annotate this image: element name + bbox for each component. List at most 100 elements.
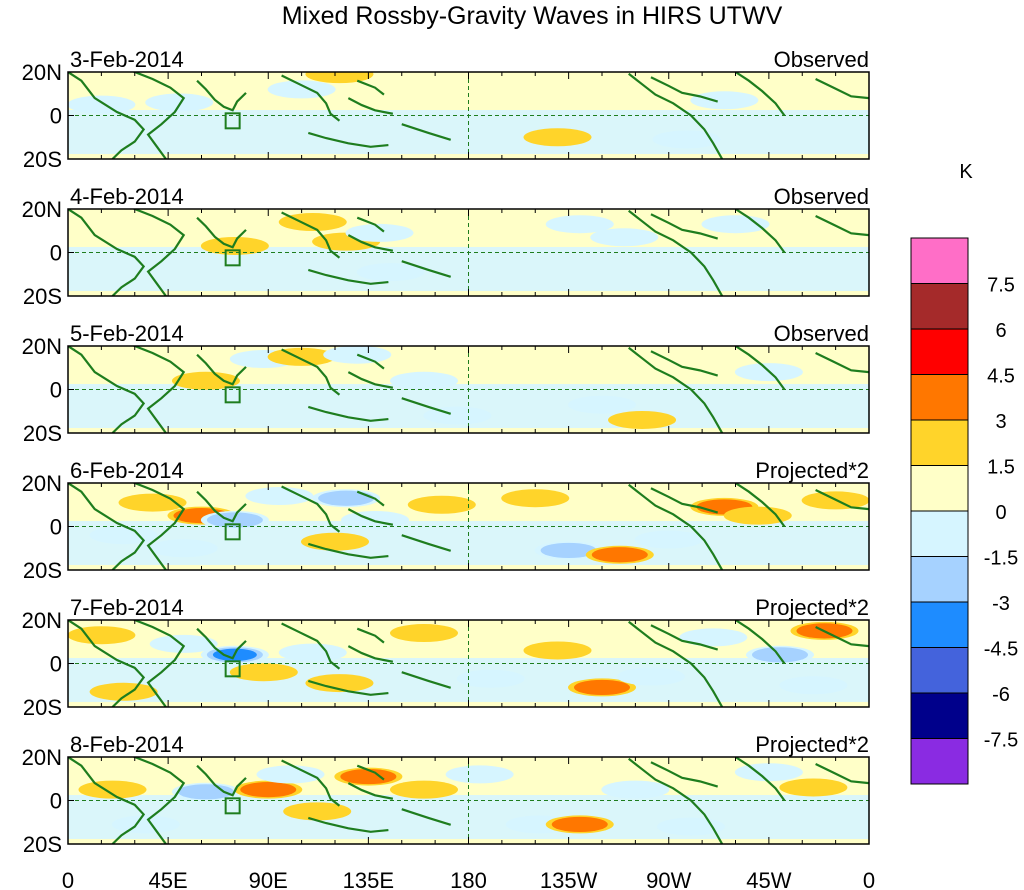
coastline-path xyxy=(308,681,388,695)
anomaly-contour xyxy=(616,667,685,686)
colorbar-level-label: -1.5 xyxy=(984,548,1018,570)
anomaly-contour xyxy=(89,682,158,701)
lon-tick-label: 90E xyxy=(249,868,288,890)
anomaly-contour xyxy=(634,530,703,549)
lon-tick-label: 180 xyxy=(450,868,487,890)
lon-tick-label: 45E xyxy=(149,868,188,890)
coastline-path xyxy=(816,490,869,509)
anomaly-contour xyxy=(723,506,792,525)
colorbar-level-label: -6 xyxy=(992,684,1010,706)
coastline-path xyxy=(68,483,144,570)
coastline-path xyxy=(282,486,340,531)
coastline-path xyxy=(651,214,718,238)
anomaly-contour xyxy=(278,643,347,662)
coastline-path xyxy=(357,355,384,369)
lat-tick-label: 20N xyxy=(22,197,62,222)
colorbar-level-label: -4.5 xyxy=(984,639,1018,661)
coastline-path xyxy=(197,218,246,248)
coastline-path xyxy=(402,398,451,414)
panel-label: Observed xyxy=(774,47,869,72)
coastline-path xyxy=(308,544,388,558)
lat-tick-label: 20S xyxy=(23,695,62,720)
coastline-path xyxy=(629,74,722,159)
colorbar-swatch xyxy=(910,647,969,694)
coastline-path xyxy=(282,212,340,257)
panel-5: 20N 0 20S 7-Feb-2014 Projected*2 xyxy=(22,595,870,720)
lat-tick-label: 0 xyxy=(50,241,62,266)
panel-label: Projected*2 xyxy=(755,732,869,757)
region-box xyxy=(224,112,241,130)
coastline-path xyxy=(357,492,384,506)
coastline-path xyxy=(629,759,722,844)
panel-date: 3-Feb-2014 xyxy=(70,47,184,72)
anomaly-contour xyxy=(590,228,659,247)
panel-label: Observed xyxy=(774,184,869,209)
coastlines xyxy=(68,207,869,296)
coastline-path xyxy=(629,348,722,433)
anomaly-contour xyxy=(390,371,458,390)
colorbar-swatch xyxy=(910,283,969,330)
coastline-path xyxy=(197,492,246,522)
anomaly-contour xyxy=(68,95,136,114)
anomaly-contour xyxy=(356,263,425,282)
coastline-path xyxy=(197,766,246,796)
coastline-path xyxy=(130,70,183,159)
anomaly-contour xyxy=(78,780,147,799)
anomaly-contour xyxy=(301,532,369,551)
panel-date: 4-Feb-2014 xyxy=(70,184,184,209)
coastline-path xyxy=(357,81,384,95)
anomaly-contour xyxy=(149,634,218,653)
coastlines xyxy=(68,755,869,844)
lat-tick-label: 0 xyxy=(50,104,62,129)
coastline-path xyxy=(308,818,388,832)
coastline-path xyxy=(816,764,869,783)
panel-date: 7-Feb-2014 xyxy=(70,595,184,620)
colorbar-swatch xyxy=(910,692,969,739)
colorbar-swatch xyxy=(910,374,969,421)
lat-tick-label: 20N xyxy=(22,608,62,633)
panel-label: Projected*2 xyxy=(755,458,869,483)
coastline-path xyxy=(736,757,785,801)
region-box xyxy=(224,797,241,815)
coastline-path xyxy=(736,209,785,253)
anomaly-contour xyxy=(305,72,374,84)
lat-tick-label: 20N xyxy=(22,334,62,359)
coastline-path xyxy=(402,124,451,140)
coastline-path xyxy=(308,407,388,421)
panel-1: 20N 0 20S 3-Feb-2014 Observed xyxy=(22,47,870,172)
lat-tick-label: 20S xyxy=(23,558,62,583)
coastlines xyxy=(68,70,869,159)
anomaly-contour xyxy=(318,490,375,506)
anomaly-contour xyxy=(68,626,136,645)
coastline-path xyxy=(816,216,869,235)
coastline-path xyxy=(68,72,144,159)
anomaly-contour xyxy=(111,815,180,834)
coastline-path xyxy=(816,353,869,372)
coastline-path xyxy=(68,209,144,296)
coastline-path xyxy=(197,81,246,111)
coastline-path xyxy=(736,620,785,664)
panel-label: Projected*2 xyxy=(755,595,869,620)
anomaly-contour xyxy=(523,128,592,147)
panel-date: 5-Feb-2014 xyxy=(70,321,184,346)
panel-2: 20N 0 20S 4-Feb-2014 Observed xyxy=(22,184,870,309)
lon-tick-label: 135W xyxy=(540,868,598,890)
colorbar-level-label: 0 xyxy=(995,502,1006,524)
anomaly-contour xyxy=(545,215,614,234)
coastlines xyxy=(68,481,869,570)
lon-tick-label: 45W xyxy=(746,868,791,890)
anomaly-contour xyxy=(568,395,636,414)
coastline-path xyxy=(629,211,722,296)
coastline-path xyxy=(651,488,718,512)
colorbar-level-label: 7.5 xyxy=(987,275,1015,297)
coastline-path xyxy=(348,98,393,114)
coastline-path xyxy=(402,261,451,277)
coastline-path xyxy=(282,349,340,394)
lon-tick-label: 0 xyxy=(863,868,875,890)
region-box xyxy=(224,660,241,678)
coastline-path xyxy=(308,133,388,147)
coastline-path xyxy=(348,646,393,662)
coastline-path xyxy=(348,783,393,799)
colorbar-level-label: 6 xyxy=(995,320,1006,342)
